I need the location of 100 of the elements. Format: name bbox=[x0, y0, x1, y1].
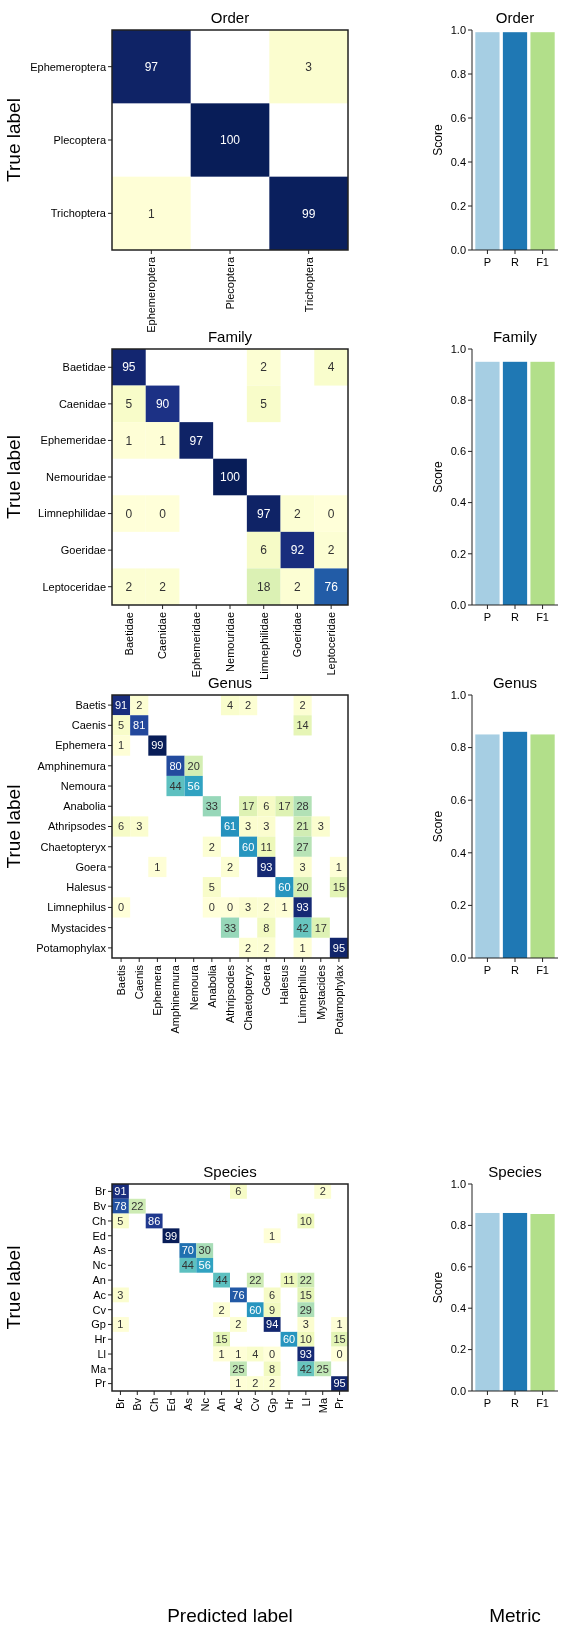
data-label: 15 bbox=[332, 881, 346, 894]
data-label: 3 bbox=[305, 59, 313, 74]
data-label: 1 bbox=[281, 901, 288, 914]
y-tick-label: 0.2 bbox=[450, 1343, 466, 1356]
data-label: 60 bbox=[242, 840, 255, 853]
x-tick-label: Ephemeridae bbox=[190, 612, 203, 678]
y-tick-label: Nemouridae bbox=[46, 470, 106, 483]
data-label: 99 bbox=[151, 739, 164, 752]
data-label: 44 bbox=[215, 1273, 228, 1286]
y-tick-label: Anabolia bbox=[63, 800, 107, 813]
x-tick-label: Chaetopteryx bbox=[242, 964, 254, 1031]
data-label: 78 bbox=[114, 1200, 127, 1213]
data-label: 2 bbox=[294, 506, 302, 521]
data-label: 0 bbox=[125, 506, 133, 521]
x-tick-label: Nc bbox=[198, 1397, 211, 1412]
data-label: 11 bbox=[260, 840, 273, 853]
y-tick-label: Ed bbox=[92, 1229, 106, 1242]
data-label: 70 bbox=[181, 1244, 194, 1257]
chart-title: Family bbox=[207, 328, 253, 345]
y-tick-label: Cv bbox=[92, 1303, 107, 1316]
y-tick-label: 0.8 bbox=[450, 394, 466, 407]
chart-title: Order bbox=[210, 9, 250, 26]
data-label: 95 bbox=[333, 1377, 346, 1390]
data-label: 2 bbox=[260, 360, 268, 375]
x-tick-label: Goeridae bbox=[291, 612, 304, 658]
data-label: 2 bbox=[269, 1377, 276, 1390]
x-tick-label: Caenis bbox=[133, 964, 146, 1000]
x-tick-label: Limnephilus bbox=[296, 964, 309, 1024]
y-tick-label: Gp bbox=[91, 1318, 106, 1331]
data-label: 15 bbox=[299, 1288, 312, 1301]
data-label: 86 bbox=[148, 1214, 161, 1227]
data-label: 1 bbox=[336, 1318, 343, 1331]
data-label: 2 bbox=[294, 579, 302, 594]
y-tick-label: 0.6 bbox=[450, 794, 466, 807]
data-label: 5 bbox=[117, 1214, 124, 1227]
y-tick-label: 0.8 bbox=[450, 1219, 466, 1232]
x-tick-label: As bbox=[181, 1397, 194, 1411]
data-label: 1 bbox=[218, 1347, 225, 1360]
data-label: 22 bbox=[131, 1200, 144, 1213]
data-label: 10 bbox=[299, 1333, 312, 1346]
x-tick-label: Ephemera bbox=[151, 964, 164, 1016]
y-tick-label: 0.8 bbox=[450, 741, 466, 754]
data-label: 1 bbox=[235, 1377, 242, 1390]
data-label: 1 bbox=[299, 941, 306, 954]
y-tick-label: 0.2 bbox=[450, 899, 466, 912]
x-tick-label: Anabolia bbox=[205, 964, 218, 1008]
data-label: 1 bbox=[154, 860, 161, 873]
y-axis-title: True label bbox=[3, 1245, 24, 1330]
data-label: 44 bbox=[169, 779, 182, 792]
x-tick-label: Amphinemura bbox=[169, 964, 182, 1034]
data-label: 2 bbox=[252, 1377, 259, 1390]
data-label: 4 bbox=[327, 360, 335, 375]
data-label: 1 bbox=[159, 433, 167, 448]
y-tick-label: Ch bbox=[91, 1214, 106, 1227]
chart-title: Genus bbox=[492, 674, 538, 691]
data-label: 60 bbox=[278, 881, 291, 894]
data-label: 2 bbox=[245, 941, 252, 954]
y-tick-label: Ma bbox=[90, 1362, 107, 1375]
x-tick-label: Ma bbox=[316, 1397, 329, 1414]
data-label: 2 bbox=[263, 901, 270, 914]
data-label: 3 bbox=[245, 901, 252, 914]
x-tick-label: Bv bbox=[131, 1397, 144, 1411]
data-label: 42 bbox=[299, 1362, 312, 1375]
x-tick-label: Cv bbox=[249, 1397, 262, 1412]
y-tick-label: Caenis bbox=[71, 719, 107, 732]
data-label: 4 bbox=[226, 698, 234, 711]
data-label: 2 bbox=[125, 579, 133, 594]
x-tick-label: Baetidae bbox=[122, 612, 135, 656]
chart-title: Order bbox=[495, 9, 535, 26]
data-label: 94 bbox=[266, 1318, 279, 1331]
y-tick-label: 0.0 bbox=[450, 951, 466, 964]
x-axis-title: Metric bbox=[489, 1605, 541, 1626]
data-label: 60 bbox=[282, 1333, 296, 1346]
data-label: 0 bbox=[327, 506, 335, 521]
data-label: 3 bbox=[136, 820, 143, 833]
y-tick-label: Baetis bbox=[75, 698, 107, 711]
data-label: 17 bbox=[242, 800, 255, 813]
y-axis-title: Score bbox=[431, 810, 445, 843]
data-label: 20 bbox=[187, 759, 200, 772]
y-tick-label: An bbox=[92, 1273, 106, 1286]
y-axis-title: Score bbox=[431, 1271, 445, 1304]
data-label: 2 bbox=[136, 698, 143, 711]
x-tick-label: Mystacides bbox=[314, 964, 327, 1021]
y-tick-label: Nemoura bbox=[60, 779, 107, 792]
data-label: 0 bbox=[226, 901, 234, 914]
data-label: 29 bbox=[299, 1303, 312, 1316]
data-label: 33 bbox=[223, 921, 237, 934]
data-label: 10 bbox=[299, 1214, 312, 1227]
data-label: 100 bbox=[219, 470, 241, 485]
data-label: 61 bbox=[223, 820, 237, 833]
x-tick-label: Leptoceridae bbox=[324, 612, 337, 676]
y-tick-label: 0.2 bbox=[450, 199, 466, 212]
x-tick-label: F1 bbox=[536, 611, 549, 623]
y-tick-label: 0.0 bbox=[450, 1384, 466, 1397]
x-tick-label: R bbox=[511, 964, 520, 976]
y-tick-label: Nc bbox=[92, 1259, 107, 1272]
y-tick-label: 1.0 bbox=[450, 342, 466, 355]
data-label: 1 bbox=[118, 739, 125, 752]
x-tick-label: Ch bbox=[147, 1398, 160, 1413]
data-label: 91 bbox=[114, 698, 128, 711]
